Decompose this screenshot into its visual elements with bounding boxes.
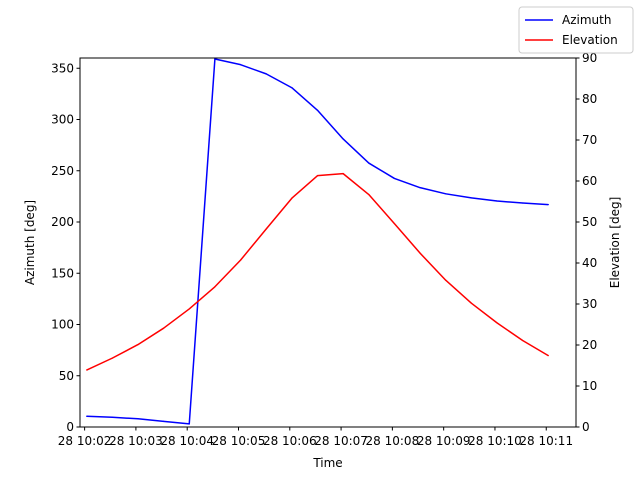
data-point-elevation: [86, 369, 88, 371]
right-tick-label: 70: [582, 133, 597, 147]
left-tick-label: 50: [59, 369, 74, 383]
data-point-elevation: [163, 327, 165, 329]
x-tick-label: 28 10:05: [212, 434, 266, 448]
right-axis-ticks: 0 10 20 30 40 50 60 70 80 90: [576, 51, 597, 434]
data-point-elevation: [419, 252, 421, 254]
x-tick-label: 28 10:07: [314, 434, 368, 448]
plot-frame: [79, 57, 577, 428]
data-point-azimuth: [265, 73, 267, 75]
left-tick-label: 250: [51, 164, 74, 178]
data-point-azimuth: [239, 64, 242, 66]
data-point-azimuth: [393, 177, 396, 180]
data-point-azimuth: [291, 87, 293, 89]
right-tick-label: 40: [582, 256, 597, 270]
legend-label-elevation: Elevation: [562, 33, 618, 47]
data-point-elevation: [137, 343, 139, 346]
x-tick-label: 28 10:02: [58, 434, 112, 448]
data-point-azimuth: [547, 203, 549, 206]
right-tick-label: 10: [582, 379, 597, 393]
data-point-elevation: [342, 173, 344, 175]
data-point-azimuth: [342, 138, 344, 140]
data-point-elevation: [214, 286, 216, 288]
right-tick-label: 20: [582, 338, 597, 352]
left-tick-label: 100: [51, 318, 74, 332]
data-point-elevation: [265, 228, 267, 230]
x-axis-label: Time: [312, 456, 342, 470]
legend-label-azimuth: Azimuth: [562, 13, 611, 27]
right-tick-label: 60: [582, 174, 597, 188]
data-point-azimuth: [188, 423, 190, 425]
data-point-azimuth: [163, 420, 165, 422]
legend-box: [518, 6, 634, 54]
data-point-azimuth: [214, 58, 216, 60]
right-tick-label: 80: [582, 92, 597, 106]
left-axis-ticks: 0 50 100 150 200 250 300 350: [51, 61, 80, 434]
data-point-azimuth: [368, 162, 370, 164]
series-line-azimuth: [86, 58, 549, 425]
data-point-elevation: [445, 279, 447, 281]
right-tick-label: 30: [582, 297, 597, 311]
right-tick-label: 50: [582, 215, 597, 229]
data-point-elevation: [291, 197, 293, 199]
data-point-azimuth: [111, 416, 113, 418]
data-point-elevation: [188, 308, 190, 310]
left-tick-label: 350: [51, 61, 74, 75]
x-tick-label: 28 10:04: [160, 434, 214, 448]
x-tick-label: 28 10:09: [417, 434, 471, 448]
data-point-elevation: [111, 357, 113, 359]
right-tick-label: 0: [582, 420, 590, 434]
data-point-azimuth: [137, 418, 139, 420]
data-point-elevation: [393, 223, 396, 225]
left-axis-label: Azimuth [deg]: [23, 200, 37, 285]
data-point-elevation: [496, 322, 498, 324]
data-point-azimuth: [522, 202, 524, 204]
right-tick-label: 90: [582, 51, 597, 65]
x-tick-label: 28 10:10: [468, 434, 522, 448]
series-layer: [86, 58, 549, 425]
data-point-azimuth: [419, 187, 421, 189]
x-tick-label: 28 10:08: [366, 434, 420, 448]
x-tick-label: 28 10:03: [109, 434, 163, 448]
data-point-elevation: [470, 302, 472, 304]
data-point-azimuth: [316, 109, 319, 111]
plot-area-border: [79, 57, 577, 428]
data-point-azimuth: [496, 200, 498, 202]
left-tick-label: 200: [51, 215, 74, 229]
data-point-azimuth: [445, 193, 447, 195]
data-point-elevation: [368, 193, 370, 196]
data-point-azimuth: [470, 197, 472, 199]
left-tick-label: 0: [66, 420, 74, 434]
left-tick-label: 150: [51, 266, 74, 280]
x-tick-label: 28 10:11: [519, 434, 573, 448]
data-point-elevation: [547, 355, 549, 357]
data-point-azimuth: [86, 415, 88, 417]
left-tick-label: 300: [51, 113, 74, 127]
data-point-elevation: [522, 339, 524, 342]
series-line-elevation: [86, 172, 549, 371]
data-point-elevation: [239, 259, 242, 261]
legend: Azimuth Elevation: [518, 6, 634, 54]
right-axis-label: Elevation [deg]: [608, 197, 622, 289]
x-tick-label: 28 10:06: [263, 434, 317, 448]
data-point-elevation: [316, 175, 319, 177]
